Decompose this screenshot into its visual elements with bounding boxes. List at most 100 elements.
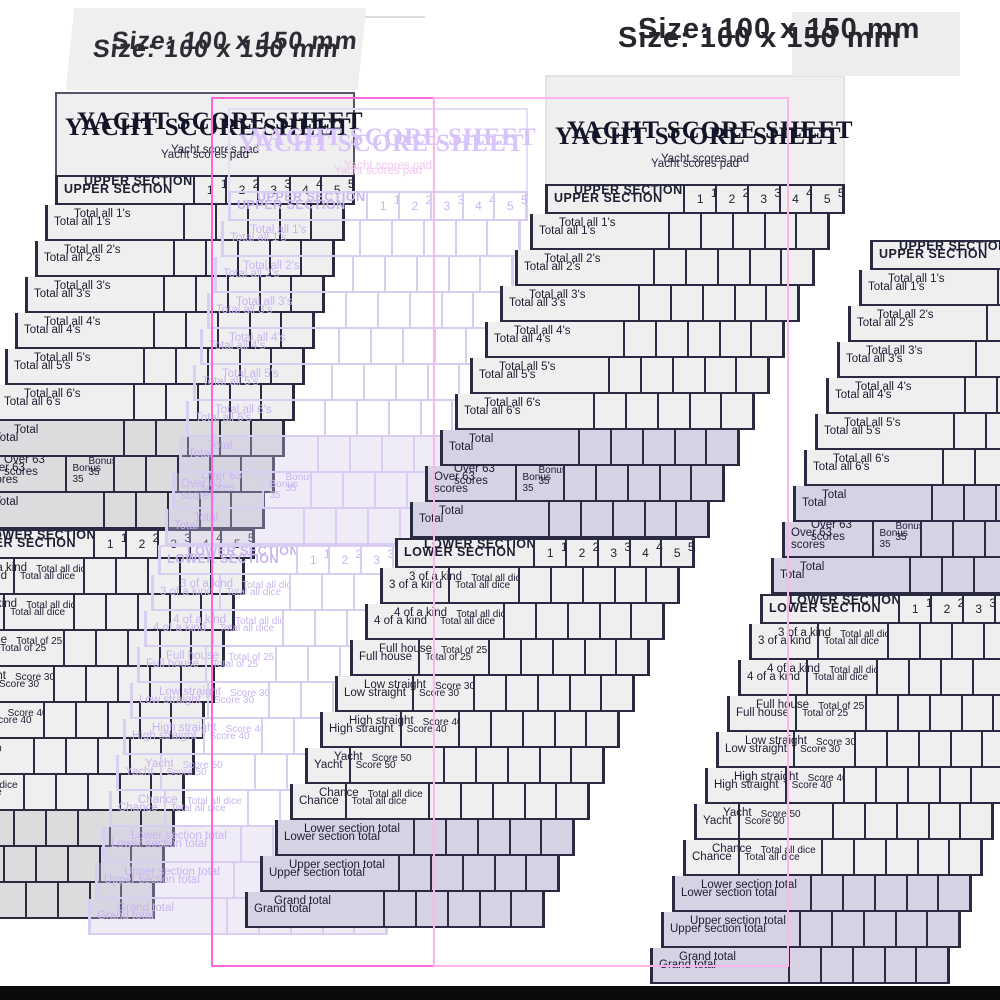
row-label: Total all 5's [202, 375, 259, 388]
row-label: Over 63 scores [434, 470, 475, 495]
row-labelwrap: Total all 3's [28, 277, 163, 311]
crop-outline-secondary [433, 97, 789, 967]
score-cell [553, 712, 586, 746]
score-cell [53, 667, 85, 701]
score-cell [106, 703, 139, 737]
score-cell [748, 250, 781, 284]
score-cell [937, 876, 969, 910]
score-cell [98, 847, 131, 881]
row-label: Lower section total [681, 886, 777, 899]
row-labelwrap: Yacht Score 50 [308, 748, 443, 782]
column-number-cell: 3 [961, 596, 994, 622]
score-cell [598, 604, 631, 638]
column-number-cell: 2 [398, 193, 430, 219]
score-cell [799, 912, 831, 946]
score-row: Low straight Score 30 [335, 676, 635, 712]
row-labelwrap: Total [796, 486, 931, 520]
score-cell [258, 277, 291, 311]
score-cell [349, 437, 381, 471]
row-label: Total all 6's [4, 395, 61, 408]
row-labelwrap: Yacht Score 50 [119, 755, 254, 789]
column-number-cell: 1 [93, 531, 125, 557]
score-cell [982, 624, 1000, 658]
row-label: Full house [146, 657, 200, 670]
size-label-badge-left: Size: 100 x 150 mm [65, 8, 367, 90]
score-cell [85, 667, 117, 701]
score-row: Lower section total [672, 876, 972, 912]
section-header-labelwrap: UPPER SECTION [873, 242, 1000, 268]
row-labelwrap: Total all 2's [518, 250, 653, 284]
score-cell [419, 401, 452, 435]
row-note: Score 40 [0, 703, 32, 737]
column-number-cell: 2 [225, 177, 257, 203]
column-number-cell: 2 [715, 186, 747, 212]
score-cell [412, 437, 445, 471]
score-cell [35, 847, 67, 881]
row-label: Full house [359, 650, 413, 663]
row-labelwrap: Total all 4's [18, 313, 153, 347]
score-cell [996, 378, 1000, 412]
score-cell [440, 293, 473, 327]
score-cell [208, 457, 241, 491]
score-cell [638, 286, 670, 320]
row-labelwrap: Lower section total [105, 827, 240, 861]
row-labelwrap: 3 of a kind Total all dice [0, 559, 83, 593]
score-cell [428, 784, 460, 818]
score-cell [230, 493, 262, 527]
score-cell [105, 595, 137, 629]
section-header-labelwrap: LOWER SECTION [763, 596, 898, 622]
score-cell [33, 739, 65, 773]
row-note: Total all dice [817, 624, 879, 658]
score-cell [718, 322, 751, 356]
score-cell [949, 732, 982, 766]
score-cell [653, 250, 685, 284]
row-labelwrap: Total all 6's [458, 394, 593, 428]
score-cell [143, 349, 175, 383]
score-row: Low straight Score 30 [0, 667, 215, 703]
score-cell [150, 775, 182, 809]
score-cell [13, 811, 45, 845]
score-cell [941, 558, 973, 592]
section-header-label: LOWER SECTION [769, 601, 882, 616]
score-cell [279, 791, 311, 825]
row-labelwrap: Total all 5's [196, 365, 331, 399]
score-cell [668, 214, 700, 248]
score-cell [731, 214, 764, 248]
score-cell [321, 575, 353, 609]
row-labelwrap: Grand total [653, 948, 788, 982]
row-label: Total all 5's [479, 368, 536, 381]
score-row: Low straight Score 30 [716, 732, 1000, 768]
score-cell [447, 257, 480, 291]
row-labelwrap: Total all 4's [203, 329, 338, 363]
row-note: Total all dice [344, 784, 407, 818]
score-cell [887, 624, 919, 658]
score-row: Over 63 scores Bonus 35 [425, 466, 725, 502]
column-number-cell: 2 [565, 540, 597, 566]
score-cell [675, 502, 707, 536]
paper-corner-fragment [792, 12, 960, 76]
column-number-cell: 4 [461, 193, 494, 219]
row-labelwrap: Total all 2's [38, 241, 173, 275]
score-cell [377, 293, 409, 327]
row-label: Yacht [314, 758, 343, 771]
score-cell [939, 660, 972, 694]
score-cell [585, 712, 617, 746]
score-row: 3 of a kind Total all dice [0, 559, 245, 595]
row-label: Total [188, 447, 213, 460]
score-cell [145, 457, 177, 491]
score-cell [113, 457, 145, 491]
score-cell [476, 820, 509, 854]
score-cell [538, 748, 571, 782]
score-cell [56, 883, 89, 917]
score-cell [671, 358, 704, 392]
score-cell [952, 522, 984, 556]
column-number-cell: 2 [328, 547, 360, 573]
score-cell [613, 568, 646, 602]
row-note: Total of 25 [205, 647, 258, 681]
